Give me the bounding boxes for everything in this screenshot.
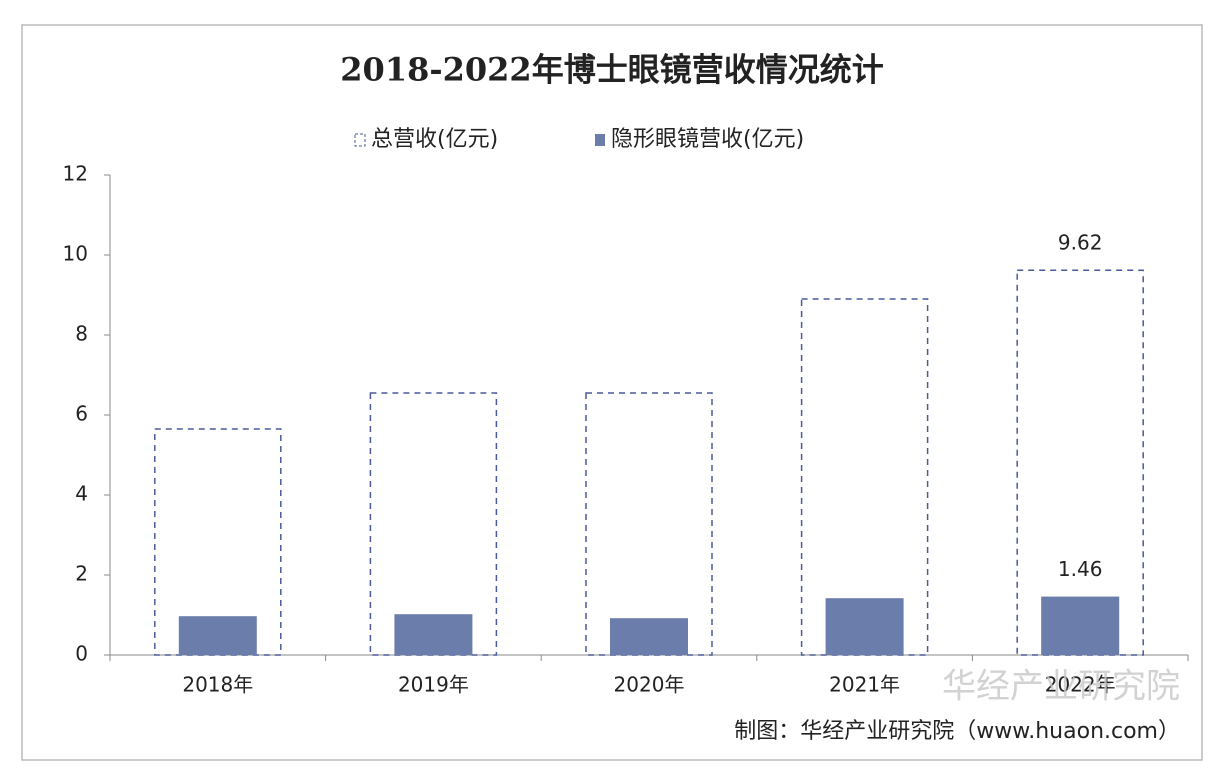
- x-tick-label: 2022年: [1045, 673, 1116, 697]
- watermark: 华经产业研究院: [942, 667, 1180, 707]
- y-tick-label: 12: [63, 162, 88, 186]
- source-note: 制图：华经产业研究院（www.huaon.com）: [734, 719, 1180, 744]
- legend-label: 总营收(亿元): [371, 127, 498, 152]
- bar: [394, 614, 473, 655]
- x-tick-label: 2018年: [182, 673, 253, 697]
- x-tick-label: 2019年: [398, 673, 469, 697]
- value-label: 9.62: [1058, 231, 1103, 255]
- y-tick-label: 4: [75, 482, 88, 506]
- bar: [610, 618, 688, 655]
- legend-swatch: [354, 133, 366, 147]
- y-tick-label: 10: [63, 242, 88, 266]
- y-tick-label: 6: [75, 402, 88, 426]
- chart-title: 2018-2022年博士眼镜营收情况统计: [340, 51, 883, 89]
- x-tick-label: 2020年: [614, 673, 685, 697]
- bar: [178, 616, 257, 655]
- x-tick-label: 2021年: [829, 673, 900, 697]
- y-tick-label: 0: [75, 642, 88, 666]
- y-tick-label: 2: [75, 562, 88, 586]
- legend-swatch: [595, 134, 605, 146]
- bar: [825, 598, 904, 655]
- legend-label: 隐形眼镜营收(亿元): [611, 127, 804, 152]
- value-label: 1.46: [1058, 557, 1103, 581]
- y-tick-label: 8: [75, 322, 88, 346]
- bar: [1041, 596, 1120, 655]
